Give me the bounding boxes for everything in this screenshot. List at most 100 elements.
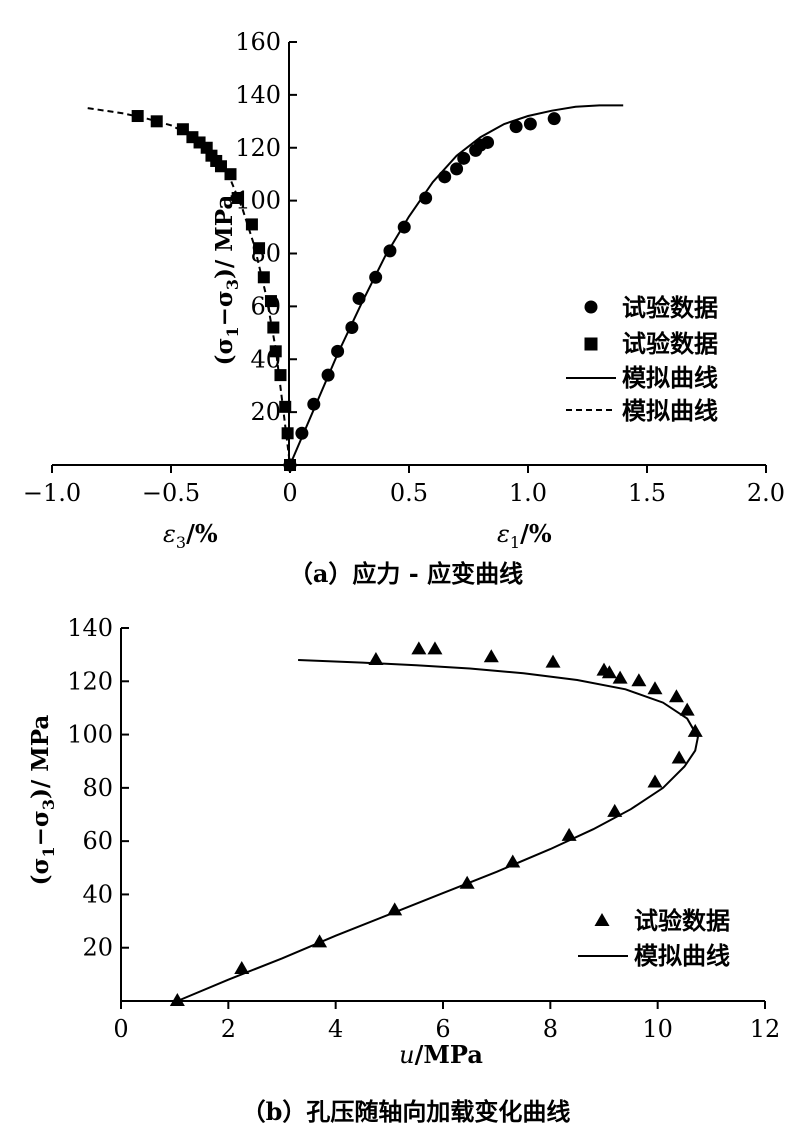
chart-a-circle-point bbox=[481, 135, 495, 149]
chart-b-triangle-point bbox=[607, 803, 623, 817]
chart-a-x-tick-label: 0 bbox=[282, 479, 297, 507]
chart-a-square-point bbox=[253, 242, 266, 255]
chart-b-legend: 试验数据 模拟曲线 bbox=[578, 906, 730, 970]
chart-b-y-tick-label: 60 bbox=[82, 827, 113, 855]
chart-a-square-point bbox=[176, 123, 189, 136]
chart-a-x-tick-label: −0.5 bbox=[142, 479, 200, 507]
chart-a-y-tick-label: 120 bbox=[235, 134, 281, 162]
chart-a-square-point bbox=[264, 295, 277, 308]
chart-a-circle-point bbox=[383, 244, 397, 258]
chart-b-x-tick-label: 8 bbox=[543, 1015, 558, 1043]
chart-a-x-axis-label-left: ε3/% bbox=[163, 519, 218, 552]
chart-b-triangle-point bbox=[561, 827, 577, 841]
chart-a-circle-point bbox=[509, 120, 523, 134]
chart-b-triangle-point bbox=[647, 774, 663, 788]
chart-b-legend-label-2: 模拟曲线 bbox=[634, 941, 730, 970]
chart-a-circle-point bbox=[457, 151, 471, 165]
chart-a-y-axis-label: (σ1−σ3)/ MPa bbox=[211, 195, 242, 366]
chart-a-circle-point bbox=[307, 397, 321, 411]
chart-b-triangle-point bbox=[169, 993, 185, 1006]
chart-a: −1.0−0.500.51.01.52.0 204060801001201401… bbox=[23, 28, 785, 588]
chart-a-circle-point bbox=[369, 270, 383, 284]
chart-a-circle-point bbox=[295, 426, 309, 440]
chart-b-y-axis-label: (σ1−σ3)/ MPa bbox=[27, 715, 58, 886]
chart-b-triangle-point bbox=[505, 854, 521, 868]
chart-b-y-tick-label: 120 bbox=[67, 667, 113, 695]
chart-a-y-ticks: 20406080100120140160 bbox=[235, 28, 297, 426]
chart-a-circle-point bbox=[419, 191, 433, 205]
chart-a-y-tick-label: 140 bbox=[235, 81, 281, 109]
chart-a-x-ticks: −1.0 −0.5 0 0.5 1.0 1.5 2.0 bbox=[23, 465, 785, 507]
chart-b-legend-label-1: 试验数据 bbox=[634, 906, 730, 935]
chart-b-triangle-point bbox=[631, 673, 647, 687]
chart-a-circle-point bbox=[321, 368, 335, 382]
chart-b-triangle-point bbox=[459, 875, 475, 889]
chart-b-x-tick-label: 12 bbox=[750, 1015, 781, 1043]
chart-a-circle-point bbox=[523, 117, 537, 131]
legend-square-marker bbox=[584, 337, 598, 351]
chart-a-square-point bbox=[257, 271, 270, 284]
chart-b-triangle-point bbox=[387, 902, 403, 916]
chart-a-x-tick-label: 1.5 bbox=[628, 479, 666, 507]
chart-b-x-tick-label: 4 bbox=[328, 1015, 343, 1043]
chart-b-y-tick-label: 20 bbox=[82, 934, 113, 962]
chart-a-square-point bbox=[274, 369, 287, 382]
chart-b-x-tick-label: 6 bbox=[435, 1015, 450, 1043]
chart-a-square-point bbox=[245, 218, 258, 231]
chart-b-x-tick-label: 10 bbox=[642, 1015, 673, 1043]
chart-b-x-ticks: 0 2 4 6 8 10 12 bbox=[113, 1001, 780, 1043]
legend-triangle-marker bbox=[594, 913, 610, 926]
chart-b-triangle-point bbox=[545, 654, 561, 668]
chart-a-square-point bbox=[267, 321, 280, 334]
chart-b-triangle-point bbox=[234, 961, 250, 975]
chart-b-triangle-point bbox=[668, 689, 684, 703]
chart-a-y-tick-label: 160 bbox=[235, 28, 281, 56]
chart-b-triangle-point bbox=[671, 750, 687, 764]
chart-a-legend-label-1: 试验数据 bbox=[622, 293, 718, 322]
chart-a-circle-point bbox=[345, 321, 359, 335]
chart-a-circle-point bbox=[352, 291, 366, 305]
chart-b-y-ticks: 20 40 60 80 100 120 140 bbox=[67, 614, 129, 962]
chart-a-legend-label-4: 模拟曲线 bbox=[622, 396, 718, 425]
chart-a-circle-point bbox=[331, 344, 345, 358]
chart-a-caption: （a）应力 - 应变曲线 bbox=[289, 559, 523, 588]
legend-circle-marker bbox=[584, 300, 598, 314]
chart-a-data-points bbox=[131, 110, 561, 472]
chart-b-triangle-point bbox=[483, 649, 499, 663]
chart-a-x-tick-label: 1.0 bbox=[509, 479, 547, 507]
chart-a-solid-curve bbox=[289, 104, 624, 466]
chart-b-series-lines bbox=[177, 659, 699, 1002]
chart-b-triangle-point bbox=[679, 702, 695, 716]
chart-a-square-point bbox=[131, 110, 144, 123]
chart-b-data-points bbox=[169, 641, 703, 1006]
chart-a-circle-point bbox=[397, 220, 411, 234]
chart-a-legend: 试验数据 试验数据 模拟曲线 模拟曲线 bbox=[566, 293, 718, 425]
chart-b-triangle-point bbox=[596, 662, 612, 676]
chart-a-square-point bbox=[150, 115, 163, 128]
chart-b-y-tick-label: 40 bbox=[82, 880, 113, 908]
chart-a-y-tick-label: 20 bbox=[250, 398, 281, 426]
chart-b-y-tick-label: 80 bbox=[82, 774, 113, 802]
chart-b-triangle-point bbox=[411, 641, 427, 655]
chart-a-square-point bbox=[284, 459, 296, 471]
chart-a-circle-point bbox=[450, 162, 464, 176]
chart-b-triangle-point bbox=[312, 934, 328, 948]
chart-b-x-axis-label: u/MPa bbox=[399, 1040, 483, 1069]
chart-a-circle-point bbox=[438, 170, 452, 184]
chart-a-legend-label-2: 试验数据 bbox=[622, 329, 718, 358]
chart-b: 0 2 4 6 8 10 12 20 40 60 80 100 120 140 (σ1−σ3)/ MPa… bbox=[27, 614, 780, 1126]
chart-b-solid-curve bbox=[177, 659, 699, 1002]
chart-a-square-point bbox=[214, 160, 227, 173]
chart-a-circle-point bbox=[547, 112, 561, 126]
chart-a-square-point bbox=[224, 168, 237, 181]
chart-b-triangle-point bbox=[612, 670, 628, 684]
chart-b-x-tick-label: 0 bbox=[113, 1015, 128, 1043]
chart-b-y-tick-label: 100 bbox=[67, 721, 113, 749]
chart-a-square-point bbox=[279, 400, 292, 413]
chart-a-x-tick-label: 2.0 bbox=[747, 479, 785, 507]
chart-b-triangle-point bbox=[368, 651, 384, 665]
chart-b-triangle-point bbox=[427, 641, 443, 655]
chart-b-triangle-point bbox=[687, 723, 703, 737]
chart-a-x-tick-label: −1.0 bbox=[23, 479, 81, 507]
chart-a-square-point bbox=[231, 191, 244, 204]
